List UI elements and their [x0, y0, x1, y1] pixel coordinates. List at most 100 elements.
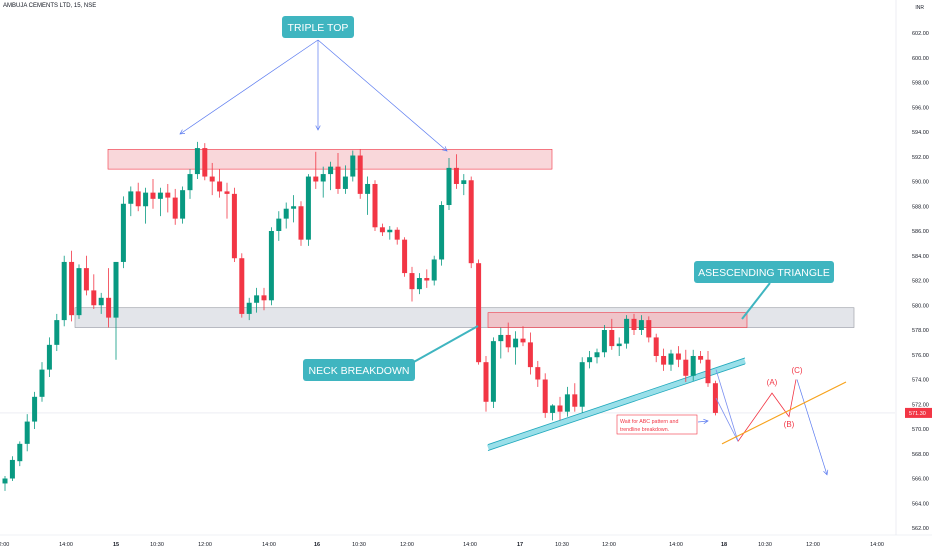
candle-body	[202, 148, 208, 177]
candle-body	[239, 258, 245, 314]
candle-body	[572, 394, 578, 407]
candle-body	[91, 290, 97, 306]
time-tick-label: 2:00	[0, 542, 9, 548]
note-arrow-head	[703, 418, 709, 424]
candle-body	[498, 334, 504, 342]
price-tick-label: 584.00	[912, 254, 929, 260]
candle-body	[638, 320, 644, 330]
candle-body	[165, 192, 171, 198]
time-tick-label: 10:30	[352, 542, 366, 548]
projection-leg-1	[715, 397, 739, 442]
note-arrow	[697, 420, 709, 423]
wave-b-label: (B)	[784, 420, 795, 429]
neck-pointer	[411, 325, 479, 364]
price-axis[interactable]: 602.00 600.00 598.00 596.00 594.00 592.00 590.…	[895, 0, 932, 535]
arrow-top-2-head	[315, 125, 321, 131]
candle-body	[379, 227, 385, 233]
candle-body	[409, 273, 415, 290]
candle-body	[298, 206, 304, 240]
currency-label: INR	[915, 5, 924, 11]
candle-body	[468, 180, 474, 264]
triple-top-label-box	[282, 16, 354, 38]
projection-final-head	[823, 469, 829, 476]
candle-body	[624, 318, 630, 344]
abc-zigzag	[737, 379, 797, 442]
candle-body	[231, 193, 237, 259]
candle-body	[46, 344, 52, 370]
candle-body	[98, 297, 104, 306]
price-tick-label: 602.00	[912, 31, 929, 37]
candle-body	[527, 342, 533, 368]
candle-body	[579, 362, 585, 407]
candle-body	[187, 174, 193, 191]
candle-body	[564, 394, 570, 412]
triangle-pointer	[741, 282, 771, 320]
candle-body	[550, 405, 556, 413]
time-tick-label: 15	[113, 542, 119, 548]
triple-top-label: TRIPLE TOP	[288, 22, 349, 34]
candle-body	[157, 192, 163, 199]
price-tick-label: 568.00	[912, 452, 929, 458]
candle-body	[268, 231, 274, 301]
candle-body	[483, 362, 489, 402]
candle-body	[61, 261, 67, 321]
candle-body	[505, 334, 511, 348]
candle-body	[476, 263, 482, 363]
candle-body	[712, 383, 718, 413]
time-tick-label: 10:30	[758, 542, 772, 548]
candle-body	[106, 297, 112, 318]
candle-body	[594, 352, 600, 358]
candle-body	[646, 320, 652, 338]
candle-body	[291, 206, 297, 209]
candle-body	[328, 166, 334, 175]
candle-body	[446, 167, 452, 206]
candle-body	[9, 459, 15, 479]
candle-body	[535, 367, 541, 380]
candle-body	[320, 174, 326, 182]
candle-body	[601, 330, 607, 353]
candle-body	[490, 341, 496, 402]
wave-a-label: (A)	[767, 378, 778, 387]
last-price-label: 571.30	[909, 411, 926, 417]
price-tick-label: 564.00	[912, 501, 929, 507]
candle-body	[461, 180, 467, 184]
price-tick-label: 586.00	[912, 229, 929, 235]
annotations: TRIPLE TOP NECK BREAKDOWN ASESCENDING TRIA…	[179, 16, 847, 476]
candle-body	[313, 176, 319, 182]
time-tick-label: 14:00	[870, 542, 884, 548]
price-tick-label: 598.00	[912, 81, 929, 87]
neck-breakdown-box	[303, 359, 415, 381]
candle-body	[387, 229, 393, 233]
candle-body	[661, 355, 667, 365]
candle-body	[143, 192, 149, 207]
candle-body	[276, 218, 282, 231]
candle-body	[83, 268, 89, 291]
candle-body	[690, 355, 696, 376]
candle-body	[609, 330, 615, 347]
candle-body	[172, 197, 178, 219]
time-tick-label: 14:00	[463, 542, 477, 548]
ascending-triangle-box	[694, 261, 834, 283]
candle-body	[194, 148, 200, 175]
price-tick-label: 566.00	[912, 477, 929, 483]
ascending-trendline	[487, 358, 746, 451]
candle-body	[150, 192, 156, 199]
candle-body	[357, 155, 363, 194]
candle-body	[513, 338, 519, 348]
candle-body	[705, 359, 711, 384]
candle-body	[453, 167, 459, 184]
time-tick-label: 12:00	[198, 542, 212, 548]
candle-body	[587, 357, 593, 363]
price-tick-label: 576.00	[912, 353, 929, 359]
price-tick-label: 580.00	[912, 303, 929, 309]
ascending-triangle-label: ASESCENDING TRIANGLE	[698, 267, 830, 279]
time-tick-label: 12:00	[806, 542, 820, 548]
time-axis[interactable]: 2:00 14:00 15 10:30 12:00 14:00 16 10:30 12:00 14…	[0, 534, 932, 548]
candle-body	[209, 176, 215, 182]
time-tick-label: 14:00	[59, 542, 73, 548]
time-tick-label: 14:00	[669, 542, 683, 548]
candle-body	[542, 379, 548, 413]
candle-body	[254, 295, 260, 303]
candle-body	[683, 359, 689, 376]
